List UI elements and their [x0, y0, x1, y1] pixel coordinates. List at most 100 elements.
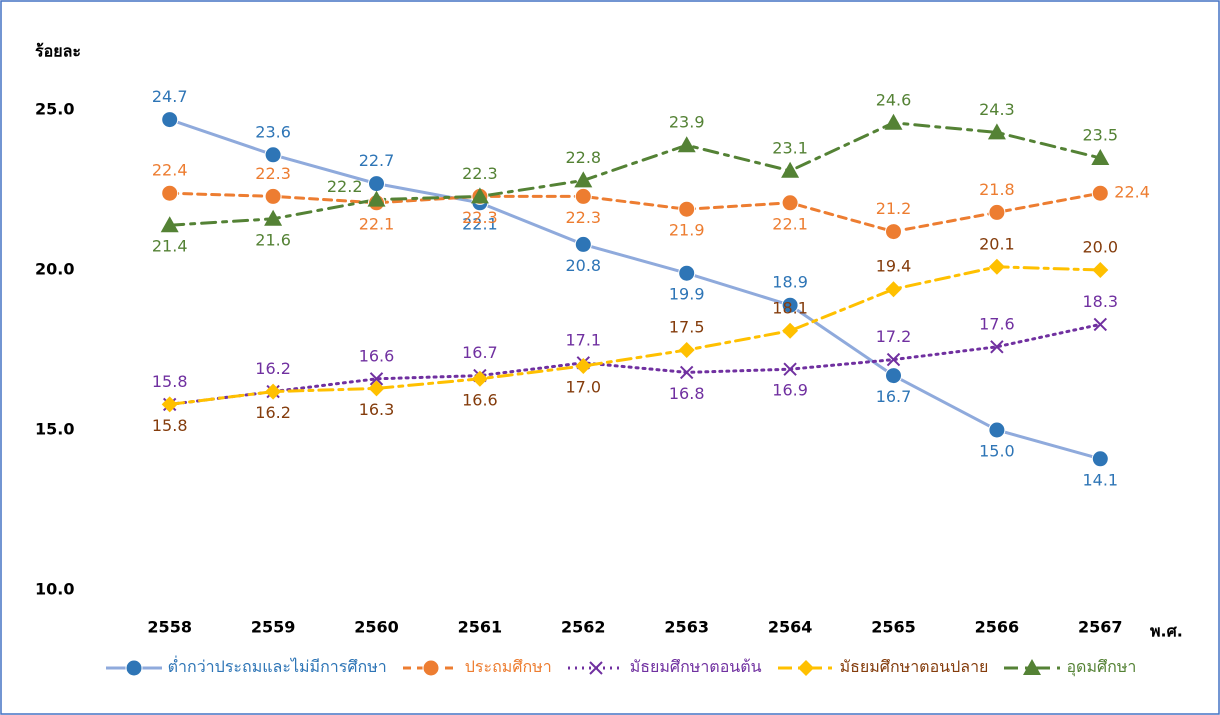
y-tick-label: 25.0: [35, 100, 74, 119]
marker: [161, 111, 179, 129]
marker: [574, 235, 592, 253]
marker: [781, 296, 799, 314]
legend-swatch: [777, 659, 834, 676]
marker: [797, 659, 814, 676]
data-label: 16.3: [359, 400, 395, 419]
x-tick-label: 2558: [147, 618, 192, 637]
data-label: 22.3: [462, 164, 498, 183]
data-label: 19.9: [669, 285, 705, 304]
marker: [369, 372, 384, 386]
data-label: 15.8: [152, 372, 188, 391]
marker: [1091, 184, 1109, 202]
marker: [422, 659, 440, 676]
legend-swatch: [1004, 658, 1061, 675]
marker: [125, 659, 143, 676]
x-tick-label: 2559: [251, 618, 296, 637]
legend-label: ต่ำกว่าประถมและไม่มีการศึกษา: [167, 657, 387, 676]
marker: [885, 223, 902, 241]
marker: [781, 161, 800, 178]
data-label: 23.9: [669, 113, 705, 132]
data-label: 22.2: [327, 177, 363, 196]
data-label: 17.1: [565, 330, 601, 349]
legend-label: ประถมศึกษา: [464, 657, 552, 676]
marker: [679, 365, 694, 380]
data-label: 18.3: [1082, 292, 1118, 311]
data-label: 22.8: [565, 148, 601, 167]
data-label: 18.1: [772, 298, 808, 317]
x-tick-label: 2562: [561, 618, 606, 637]
marker: [471, 370, 488, 387]
data-label: 23.6: [255, 122, 291, 141]
data-label: 22.1: [359, 214, 395, 233]
marker: [1023, 658, 1042, 675]
x-tick-label: 2567: [1078, 618, 1123, 637]
marker: [575, 358, 592, 374]
series-line: [168, 265, 1102, 406]
marker: [782, 322, 799, 339]
x-tick-label: 2566: [975, 618, 1020, 637]
legend-item: อุดมศึกษา: [1002, 655, 1136, 680]
marker: [368, 175, 385, 193]
marker: [264, 146, 282, 164]
data-label: 21.4: [152, 237, 188, 256]
marker: [574, 171, 593, 188]
data-label: 22.4: [1114, 183, 1150, 202]
y-axis-title: ร้อยละ: [35, 42, 81, 61]
series-line: [168, 121, 1102, 227]
marker: [988, 421, 1006, 439]
data-label: 20.1: [979, 234, 1015, 253]
data-label: 20.8: [565, 256, 601, 275]
marker: [265, 383, 282, 400]
marker: [886, 352, 901, 367]
data-label: 22.7: [359, 151, 395, 170]
marker: [884, 113, 903, 130]
x-tick-label: 2563: [664, 618, 709, 637]
data-label: 16.8: [669, 384, 705, 403]
series-line: [168, 118, 1102, 461]
marker: [987, 123, 1006, 140]
data-label: 24.7: [152, 87, 188, 106]
marker: [161, 184, 179, 202]
marker: [264, 209, 283, 226]
data-label: 22.3: [255, 164, 291, 183]
marker: [160, 216, 179, 233]
y-tick-label: 20.0: [35, 260, 74, 279]
legend-label: อุดมศึกษา: [1066, 657, 1137, 676]
marker: [781, 194, 799, 212]
x-tick-label: 2561: [458, 618, 503, 637]
legend-swatch: [567, 660, 624, 675]
marker: [1092, 262, 1109, 278]
marker: [988, 258, 1005, 275]
data-label: 16.7: [462, 343, 498, 362]
data-label: 22.4: [152, 161, 188, 180]
data-label: 17.0: [565, 378, 601, 397]
data-label: 21.2: [876, 199, 912, 218]
legend-swatch: [402, 659, 459, 676]
y-tick-label: 15.0: [35, 420, 74, 439]
marker: [678, 200, 696, 218]
marker: [368, 380, 385, 397]
legend-label: มัธยมศึกษาตอนปลาย: [839, 657, 989, 676]
marker: [885, 367, 902, 385]
data-label: 21.8: [979, 180, 1015, 199]
data-label: 17.5: [669, 318, 705, 337]
marker: [470, 187, 489, 204]
marker: [264, 187, 282, 205]
marker: [678, 342, 695, 358]
data-label: 20.0: [1082, 238, 1118, 257]
data-label: 17.6: [979, 314, 1015, 333]
marker: [678, 264, 696, 282]
marker: [783, 362, 797, 376]
marker: [990, 340, 1004, 354]
marker: [161, 396, 178, 413]
data-label: 14.1: [1082, 470, 1118, 489]
data-label: 22.1: [462, 214, 498, 233]
data-label: 17.2: [876, 327, 912, 346]
data-label: 23.5: [1082, 126, 1118, 145]
legend-swatch: [105, 659, 162, 676]
legend: ต่ำกว่าประถมและไม่มีการศึกษา ประถมศึกษา มั…: [40, 655, 1200, 680]
legend-item: ประถมศึกษา: [401, 655, 552, 680]
series-line: [168, 322, 1102, 406]
